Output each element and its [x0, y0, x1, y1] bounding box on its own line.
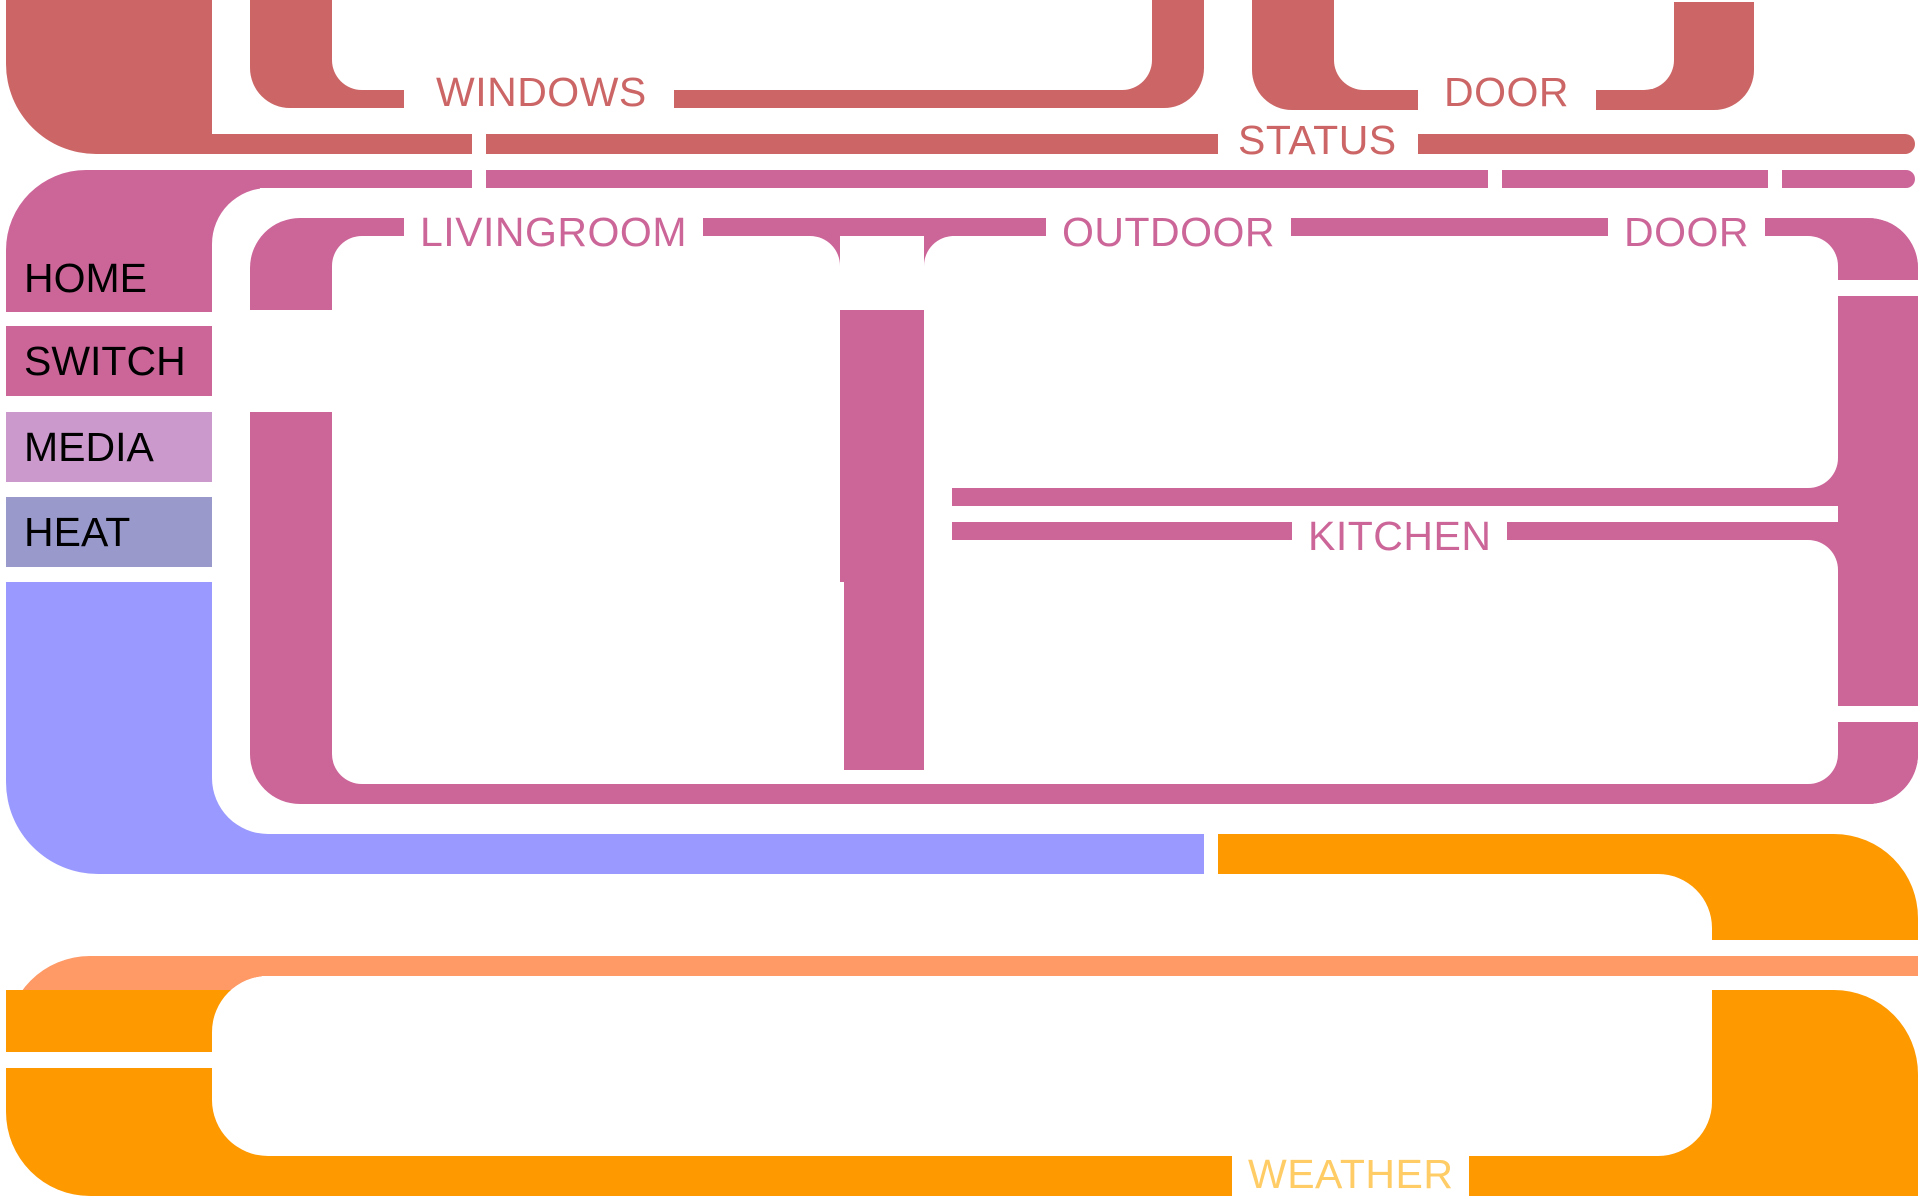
nav-media-label: MEDIA — [24, 423, 154, 470]
status-elbow-left — [6, 0, 212, 154]
home-top-bar-3 — [1502, 170, 1768, 188]
status-bar-left — [212, 134, 472, 154]
home-top-bar-2 — [486, 170, 1488, 188]
nav-heat-button[interactable]: HEAT — [6, 497, 212, 567]
kitchen-bar — [952, 522, 1292, 540]
status-bar-mid — [486, 134, 1218, 154]
nav-home-label: HOME — [24, 254, 147, 301]
nav-media-button[interactable]: MEDIA — [6, 412, 212, 482]
nav-switch-label: SWITCH — [24, 337, 186, 384]
status-bar-right — [1418, 134, 1915, 154]
windows-label: WINDOWS — [420, 70, 663, 114]
weather-top-bar — [90, 956, 1918, 976]
outdoor-label: OUTDOOR — [1046, 210, 1292, 254]
nav-home-button[interactable]: HOME — [6, 246, 212, 310]
outdoor-bar — [952, 218, 1046, 236]
livingroom-label: LIVINGROOM — [404, 210, 703, 254]
home-top-bar-4 — [1782, 170, 1915, 188]
status-label: STATUS — [1222, 118, 1413, 162]
door-status-label: DOOR — [1428, 70, 1585, 114]
weather-label: WEATHER — [1232, 1152, 1470, 1196]
kitchen-label: KITCHEN — [1292, 514, 1508, 558]
door-room-label: DOOR — [1608, 210, 1765, 254]
nav-heat-label: HEAT — [24, 508, 131, 555]
